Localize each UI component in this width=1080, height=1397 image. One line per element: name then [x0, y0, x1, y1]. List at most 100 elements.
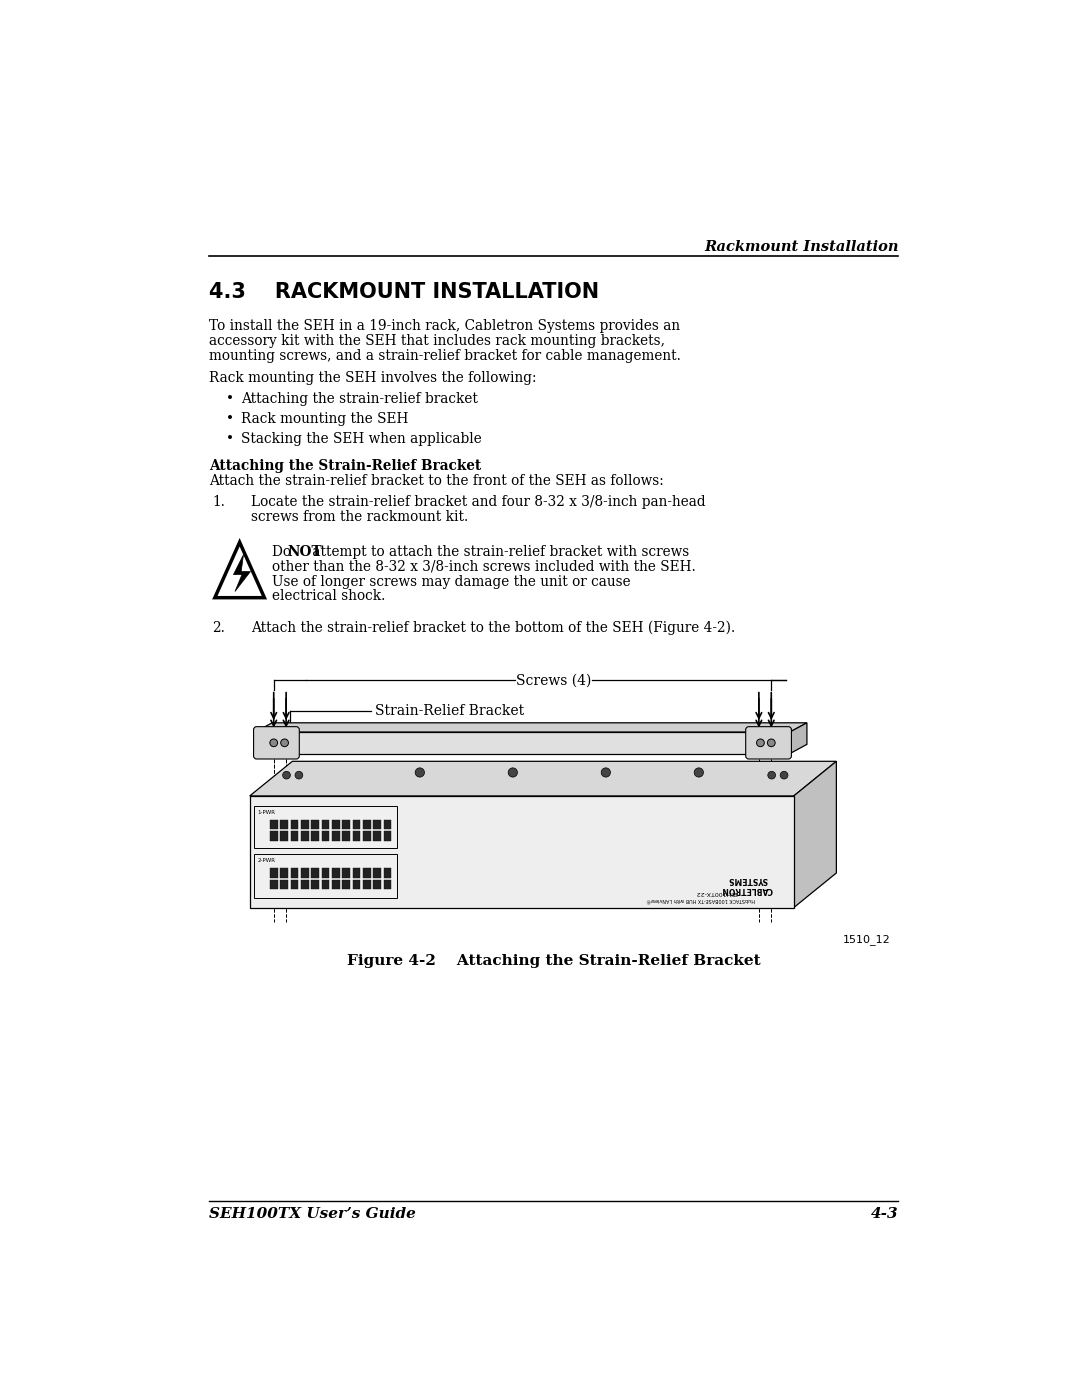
Text: HubSTACK 100BASE-TX HUB with LANview®: HubSTACK 100BASE-TX HUB with LANview® — [646, 897, 755, 902]
Polygon shape — [363, 831, 370, 841]
Polygon shape — [255, 855, 397, 898]
Text: Attaching the Strain-Relief Bracket: Attaching the Strain-Relief Bracket — [208, 460, 481, 474]
Polygon shape — [280, 880, 288, 888]
Polygon shape — [322, 869, 329, 877]
Text: 4-3: 4-3 — [870, 1207, 899, 1221]
Polygon shape — [291, 869, 298, 877]
Text: 1510_12: 1510_12 — [842, 935, 891, 946]
Text: Locate the strain-relief bracket and four 8-32 x 3/8-inch pan-head: Locate the strain-relief bracket and fou… — [252, 496, 706, 510]
Text: Rackmount Installation: Rackmount Installation — [704, 240, 899, 254]
Circle shape — [509, 768, 517, 777]
Circle shape — [757, 739, 765, 746]
Polygon shape — [794, 761, 836, 908]
Circle shape — [415, 768, 424, 777]
Polygon shape — [352, 831, 361, 841]
Polygon shape — [215, 542, 265, 598]
Text: SEH100TX-22: SEH100TX-22 — [696, 890, 738, 894]
Polygon shape — [332, 880, 340, 888]
Text: Stacking the SEH when applicable: Stacking the SEH when applicable — [241, 432, 482, 446]
Polygon shape — [311, 820, 319, 828]
Text: Do: Do — [272, 545, 296, 559]
Text: To install the SEH in a 19-inch rack, Cabletron Systems provides an: To install the SEH in a 19-inch rack, Ca… — [208, 319, 679, 332]
Polygon shape — [383, 880, 391, 888]
Polygon shape — [374, 869, 381, 877]
Polygon shape — [383, 820, 391, 828]
Polygon shape — [352, 820, 361, 828]
Polygon shape — [255, 722, 807, 732]
Polygon shape — [342, 880, 350, 888]
Polygon shape — [291, 820, 298, 828]
Text: Attaching the strain-relief bracket: Attaching the strain-relief bracket — [241, 393, 478, 407]
Text: 4.3    RACKMOUNT INSTALLATION: 4.3 RACKMOUNT INSTALLATION — [208, 282, 598, 302]
Polygon shape — [322, 880, 329, 888]
Polygon shape — [255, 732, 789, 753]
Text: Attach the strain-relief bracket to the bottom of the SEH (Figure 4-2).: Attach the strain-relief bracket to the … — [252, 620, 735, 636]
Text: Figure 4-2    Attaching the Strain-Relief Bracket: Figure 4-2 Attaching the Strain-Relief B… — [347, 954, 760, 968]
Circle shape — [780, 771, 788, 780]
Polygon shape — [383, 831, 391, 841]
Polygon shape — [342, 831, 350, 841]
Polygon shape — [322, 820, 329, 828]
Text: electrical shock.: electrical shock. — [272, 590, 386, 604]
Polygon shape — [280, 869, 288, 877]
Text: other than the 8-32 x 3/8-inch screws included with the SEH.: other than the 8-32 x 3/8-inch screws in… — [272, 560, 696, 574]
Polygon shape — [322, 831, 329, 841]
Polygon shape — [249, 796, 794, 908]
Circle shape — [602, 768, 610, 777]
Text: attempt to attach the strain-relief bracket with screws: attempt to attach the strain-relief brac… — [308, 545, 689, 559]
Polygon shape — [374, 880, 381, 888]
Circle shape — [768, 771, 775, 780]
Polygon shape — [291, 880, 298, 888]
Circle shape — [283, 771, 291, 780]
Polygon shape — [342, 820, 350, 828]
Polygon shape — [374, 831, 381, 841]
Polygon shape — [352, 869, 361, 877]
Polygon shape — [332, 820, 340, 828]
Text: Use of longer screws may damage the unit or cause: Use of longer screws may damage the unit… — [272, 574, 631, 588]
Circle shape — [768, 739, 775, 746]
Polygon shape — [301, 880, 309, 888]
Polygon shape — [280, 831, 288, 841]
Polygon shape — [301, 820, 309, 828]
Text: 2-PWR: 2-PWR — [257, 858, 275, 863]
Circle shape — [281, 739, 288, 746]
FancyBboxPatch shape — [254, 726, 299, 759]
Polygon shape — [280, 820, 288, 828]
Circle shape — [295, 771, 302, 780]
Polygon shape — [270, 831, 278, 841]
Polygon shape — [363, 880, 370, 888]
Polygon shape — [374, 820, 381, 828]
Polygon shape — [249, 761, 836, 796]
Polygon shape — [342, 869, 350, 877]
Text: Rack mounting the SEH: Rack mounting the SEH — [241, 412, 408, 426]
Polygon shape — [233, 555, 251, 591]
Text: SEH100TX User’s Guide: SEH100TX User’s Guide — [208, 1207, 416, 1221]
Text: screws from the rackmount kit.: screws from the rackmount kit. — [252, 510, 469, 524]
Text: •: • — [226, 412, 233, 426]
Text: accessory kit with the SEH that includes rack mounting brackets,: accessory kit with the SEH that includes… — [208, 334, 664, 348]
Polygon shape — [255, 806, 397, 848]
Text: •: • — [226, 432, 233, 446]
Polygon shape — [383, 869, 391, 877]
Polygon shape — [352, 880, 361, 888]
Text: •: • — [226, 393, 233, 407]
Text: Screws (4): Screws (4) — [516, 673, 591, 687]
FancyBboxPatch shape — [745, 726, 792, 759]
Text: mounting screws, and a strain-relief bracket for cable management.: mounting screws, and a strain-relief bra… — [208, 349, 680, 363]
Circle shape — [694, 768, 703, 777]
Polygon shape — [311, 869, 319, 877]
Circle shape — [270, 739, 278, 746]
Polygon shape — [270, 820, 278, 828]
Polygon shape — [291, 831, 298, 841]
Text: 1.: 1. — [213, 496, 226, 510]
Polygon shape — [301, 869, 309, 877]
Polygon shape — [270, 869, 278, 877]
Polygon shape — [311, 831, 319, 841]
Polygon shape — [363, 869, 370, 877]
Text: Strain-Relief Bracket: Strain-Relief Bracket — [375, 704, 525, 718]
Text: 1-PWR: 1-PWR — [257, 810, 275, 814]
Polygon shape — [301, 831, 309, 841]
Text: NOT: NOT — [287, 545, 322, 559]
Polygon shape — [363, 820, 370, 828]
Polygon shape — [311, 880, 319, 888]
